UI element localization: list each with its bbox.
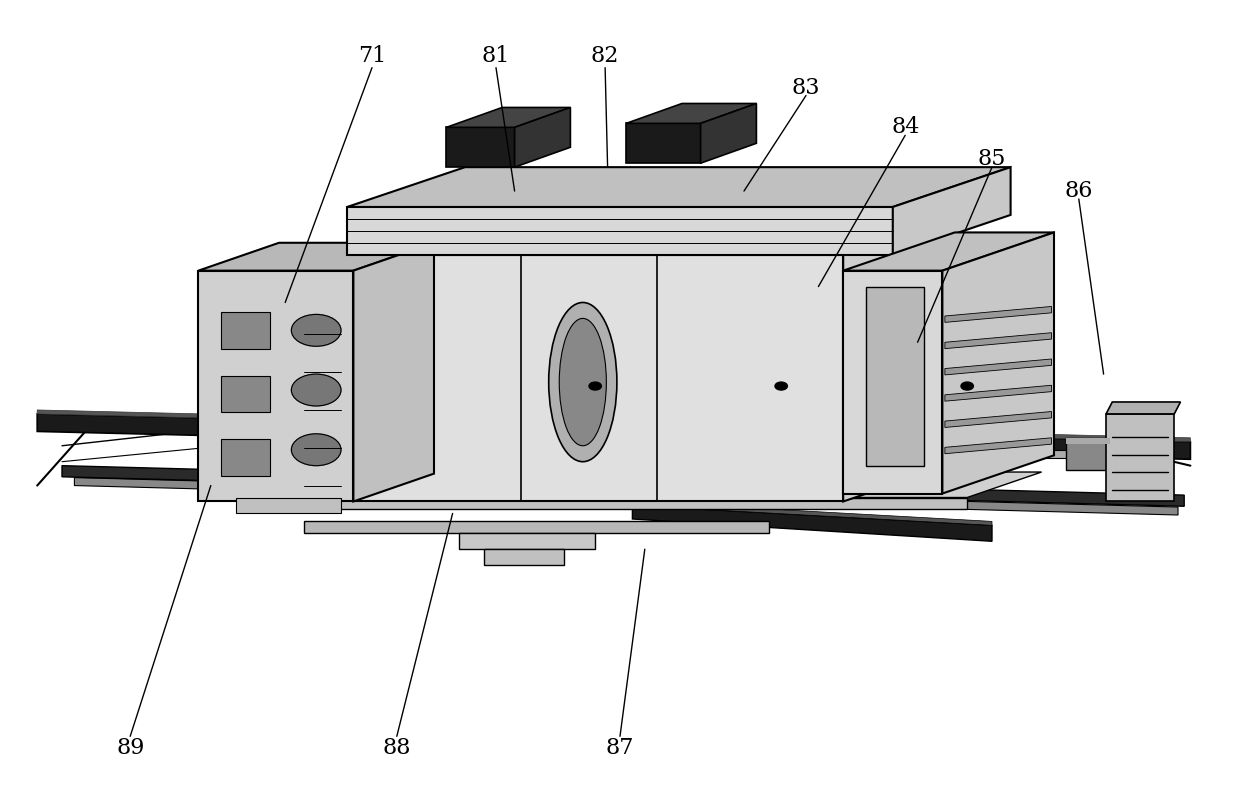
Polygon shape (236, 498, 341, 513)
Polygon shape (273, 472, 1042, 498)
Ellipse shape (559, 318, 606, 446)
Polygon shape (74, 478, 1178, 515)
Text: 89: 89 (117, 737, 144, 759)
Text: 86: 86 (1065, 180, 1092, 202)
Circle shape (291, 434, 341, 466)
Text: 81: 81 (482, 45, 510, 67)
Polygon shape (198, 243, 434, 271)
Polygon shape (459, 533, 595, 549)
Polygon shape (484, 549, 564, 565)
Polygon shape (221, 376, 270, 412)
Polygon shape (866, 287, 924, 466)
Ellipse shape (548, 302, 618, 462)
Polygon shape (1106, 402, 1180, 414)
Polygon shape (945, 359, 1052, 375)
Circle shape (961, 382, 973, 390)
Polygon shape (893, 167, 1011, 255)
Polygon shape (1017, 450, 1079, 458)
Circle shape (291, 374, 341, 406)
Polygon shape (62, 466, 1184, 506)
Polygon shape (353, 243, 434, 501)
Polygon shape (446, 127, 515, 167)
Polygon shape (945, 306, 1052, 322)
Circle shape (291, 314, 341, 346)
Polygon shape (221, 439, 270, 476)
Polygon shape (1106, 414, 1174, 501)
Polygon shape (843, 271, 942, 494)
Polygon shape (273, 498, 967, 509)
Polygon shape (353, 255, 843, 501)
Polygon shape (1066, 438, 1110, 444)
Polygon shape (37, 410, 1190, 442)
Polygon shape (304, 521, 769, 533)
Polygon shape (843, 215, 961, 501)
Circle shape (589, 382, 601, 390)
Polygon shape (942, 232, 1054, 494)
Polygon shape (446, 107, 570, 127)
Polygon shape (626, 103, 756, 123)
Text: 82: 82 (591, 45, 619, 67)
Text: 88: 88 (383, 737, 410, 759)
Polygon shape (37, 414, 1190, 459)
Polygon shape (843, 232, 1054, 271)
Text: 84: 84 (892, 116, 919, 139)
Polygon shape (1066, 438, 1110, 470)
Polygon shape (198, 271, 353, 501)
Text: 83: 83 (792, 76, 820, 99)
Polygon shape (347, 167, 1011, 207)
Polygon shape (626, 123, 701, 163)
Polygon shape (515, 107, 570, 167)
Circle shape (775, 382, 787, 390)
Polygon shape (945, 412, 1052, 427)
Polygon shape (945, 333, 1052, 349)
Polygon shape (945, 385, 1052, 401)
Text: 71: 71 (358, 45, 386, 67)
Polygon shape (632, 505, 992, 541)
Polygon shape (347, 207, 893, 255)
Polygon shape (353, 215, 961, 255)
Polygon shape (353, 406, 440, 439)
Text: 87: 87 (606, 737, 634, 759)
Polygon shape (945, 438, 1052, 454)
Polygon shape (632, 501, 992, 525)
Polygon shape (221, 312, 270, 349)
Polygon shape (701, 103, 756, 163)
Text: 85: 85 (978, 148, 1006, 170)
